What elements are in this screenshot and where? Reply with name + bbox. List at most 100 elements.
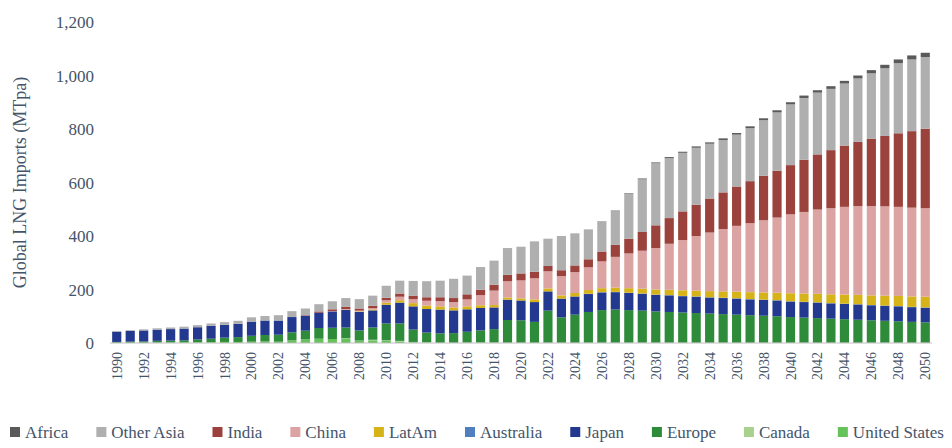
bar-segment <box>746 223 755 292</box>
bar-segment <box>206 323 215 324</box>
bar-segment <box>503 281 512 297</box>
bar-segment <box>597 221 606 222</box>
bar-segment <box>624 239 633 254</box>
bar-segment <box>799 160 808 212</box>
bar-segment <box>422 301 431 306</box>
bar-segment <box>705 199 714 233</box>
bar-segment <box>840 81 849 84</box>
bar-segment <box>233 324 242 337</box>
bar-segment <box>772 293 781 300</box>
bar-segment <box>597 252 606 262</box>
bar-segment <box>341 338 350 343</box>
bar-segment <box>611 245 620 257</box>
bar-segment <box>341 309 350 310</box>
bar-segment <box>328 339 337 343</box>
bar-segment <box>611 211 620 245</box>
bar-segment <box>287 317 296 332</box>
legend-swatch <box>10 427 20 437</box>
bar-segment <box>436 281 445 298</box>
bar-segment <box>638 294 647 311</box>
bar-segment <box>489 285 498 291</box>
bar-segment <box>732 299 741 315</box>
bar-segment <box>382 323 391 340</box>
bar-segment <box>597 292 606 310</box>
bar-segment <box>153 328 162 329</box>
bar-segment <box>584 267 593 290</box>
bar-segment <box>112 331 121 332</box>
y-tick <box>107 236 110 237</box>
bar-segment <box>840 304 849 319</box>
bar-segment <box>584 230 593 259</box>
bar-segment <box>894 321 903 342</box>
bar-segment <box>301 308 310 315</box>
bar-segment <box>867 320 876 342</box>
bar-segment <box>422 281 431 297</box>
bar-segment <box>368 310 377 327</box>
bar-segment <box>355 312 364 330</box>
bar-segment <box>341 298 350 299</box>
bar-segment <box>853 142 862 206</box>
bar-segment <box>489 307 498 329</box>
x-axis <box>110 343 932 344</box>
bar-segment <box>463 299 472 306</box>
bar-segment <box>597 310 606 343</box>
bar-segment <box>772 316 781 342</box>
legend-label: India <box>227 423 262 442</box>
bar-segment <box>705 314 714 343</box>
bar-segment <box>665 290 674 295</box>
bar-segment <box>813 210 822 294</box>
bar-segment <box>867 295 876 305</box>
bar-segment <box>193 325 202 327</box>
bar-segment <box>274 335 283 342</box>
bar-segment <box>314 312 323 313</box>
x-tick-label: 2040 <box>784 352 799 380</box>
bar-segment <box>355 299 364 308</box>
bar-segment <box>597 222 606 252</box>
bar-segment <box>503 248 512 249</box>
bar-segment <box>570 296 579 314</box>
bar-segment <box>813 90 822 92</box>
bar-segment <box>638 178 647 180</box>
bar-segment <box>476 290 485 295</box>
bar-segment <box>126 330 135 331</box>
bar-segment <box>867 206 876 295</box>
legend-swatch <box>212 427 222 437</box>
bar-segment <box>880 306 889 321</box>
bar-segment <box>166 341 175 343</box>
bar-segment <box>139 329 148 330</box>
bar-segment <box>624 310 633 343</box>
bar-segment <box>112 330 121 332</box>
bar-segment <box>894 63 903 133</box>
bar-segment <box>489 329 498 342</box>
bar-segment <box>894 133 903 207</box>
bar-segment <box>907 322 916 343</box>
bar-segment <box>395 280 404 281</box>
bar-segment <box>799 318 808 343</box>
bar-segment <box>665 218 674 244</box>
legend-label: Japan <box>585 423 624 442</box>
bar-segment <box>719 291 728 297</box>
bar-segment <box>126 330 135 332</box>
bar-segment <box>247 317 256 318</box>
x-tick-label: 2012 <box>406 352 421 380</box>
x-tick-label: 2002 <box>271 352 286 380</box>
bar-segment <box>328 301 337 309</box>
x-tick-label: 2000 <box>244 352 259 380</box>
bar-segment <box>853 320 862 343</box>
bar-segment <box>557 317 566 342</box>
bar-segment <box>746 128 755 181</box>
bar-segment <box>665 157 674 158</box>
bar-segment <box>638 289 647 294</box>
bar-segment <box>651 311 660 342</box>
bar-segment <box>840 207 849 295</box>
x-tick-label: 2034 <box>703 352 718 380</box>
bar-segment <box>516 273 525 280</box>
bar-segment <box>692 205 701 236</box>
bar-segment <box>611 292 620 309</box>
bar-segment <box>516 300 525 320</box>
legend-label: United States <box>853 423 944 442</box>
bar-segment <box>705 291 714 297</box>
bar-segment <box>894 207 903 296</box>
x-tick-label: 2050 <box>918 352 933 380</box>
bar-segment <box>355 311 364 312</box>
